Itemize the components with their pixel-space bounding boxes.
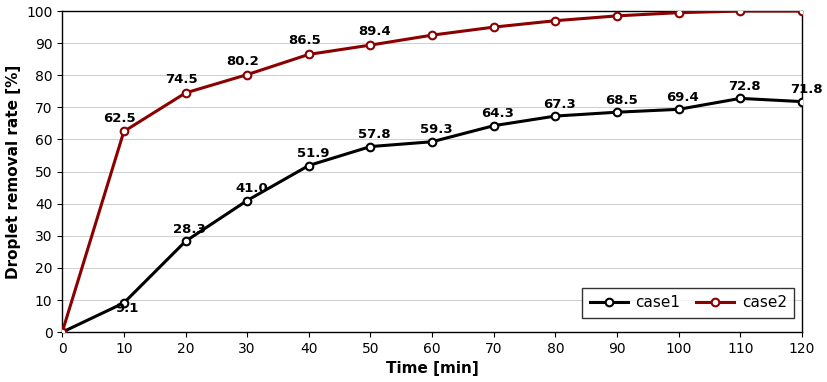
Text: 64.3: 64.3	[480, 107, 514, 120]
case2	[796, 9, 806, 13]
case1	[304, 163, 313, 168]
case1	[180, 239, 190, 244]
case2	[365, 43, 375, 47]
Legend: case1, case2: case1, case2	[581, 288, 793, 318]
Text: 86.5: 86.5	[288, 34, 321, 47]
case2	[241, 72, 251, 77]
case1	[119, 301, 129, 305]
Text: 59.3: 59.3	[419, 123, 452, 136]
case2	[180, 91, 190, 95]
case1	[365, 144, 375, 149]
case1	[611, 110, 621, 115]
case1	[241, 198, 251, 203]
case1	[673, 107, 683, 112]
Text: 41.0: 41.0	[235, 182, 267, 195]
case2	[550, 18, 560, 23]
Text: 74.5: 74.5	[165, 73, 198, 86]
case2	[119, 129, 129, 134]
Text: 9.1: 9.1	[115, 303, 138, 316]
case2	[427, 33, 437, 37]
Text: 80.2: 80.2	[227, 55, 259, 68]
Text: 67.3: 67.3	[543, 97, 576, 110]
case1	[427, 139, 437, 144]
case2	[488, 25, 498, 29]
case1	[550, 114, 560, 118]
Text: 57.8: 57.8	[358, 128, 390, 141]
Text: 68.5: 68.5	[604, 94, 637, 107]
Text: 69.4: 69.4	[666, 91, 698, 104]
case1	[488, 123, 498, 128]
case1	[57, 330, 67, 335]
Text: 72.8: 72.8	[727, 80, 760, 93]
Text: 62.5: 62.5	[103, 112, 136, 125]
case2	[611, 14, 621, 18]
case2	[673, 10, 683, 15]
case1	[796, 99, 806, 104]
case2	[734, 9, 744, 13]
Text: 28.3: 28.3	[173, 223, 206, 236]
case2	[304, 52, 313, 57]
Line: case1: case1	[59, 95, 805, 336]
X-axis label: Time [min]: Time [min]	[385, 361, 478, 376]
case1	[734, 96, 744, 101]
Line: case2: case2	[59, 7, 805, 336]
Text: 89.4: 89.4	[358, 25, 390, 38]
Text: 71.8: 71.8	[789, 83, 821, 96]
Y-axis label: Droplet removal rate [%]: Droplet removal rate [%]	[6, 65, 21, 279]
case2	[57, 330, 67, 335]
Text: 51.9: 51.9	[296, 147, 329, 160]
